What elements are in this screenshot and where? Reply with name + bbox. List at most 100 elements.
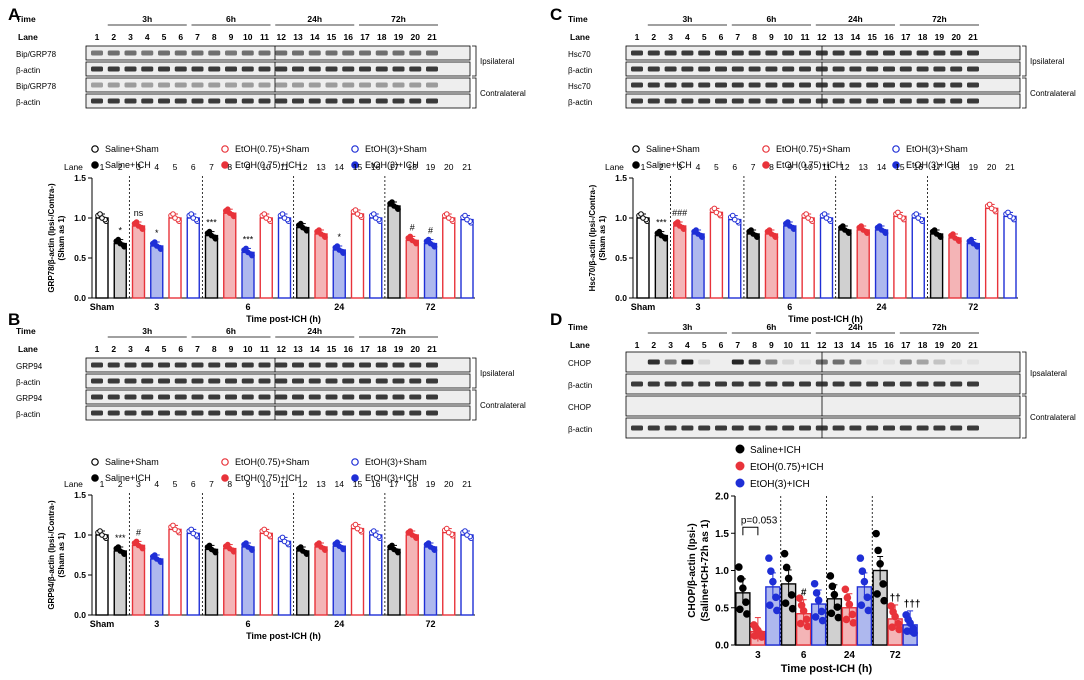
legend-label: Saline+Sham bbox=[105, 457, 159, 467]
legend-marker bbox=[351, 474, 359, 482]
significance-label: *** bbox=[115, 533, 126, 543]
blot-band bbox=[799, 98, 811, 104]
panel-letter-c: C bbox=[550, 5, 562, 24]
blot-band bbox=[647, 381, 660, 387]
blot-band bbox=[191, 378, 204, 384]
chart-lane-number: 15 bbox=[353, 479, 363, 489]
data-point bbox=[781, 599, 790, 607]
blot-band bbox=[141, 82, 154, 88]
lane-number: 13 bbox=[293, 32, 303, 42]
blot-band bbox=[275, 82, 288, 88]
lane-number: 5 bbox=[162, 344, 167, 354]
blot-band bbox=[765, 50, 778, 56]
chart-lane-number: 9 bbox=[246, 479, 251, 489]
lane-number: 20 bbox=[951, 32, 961, 42]
legend-marker bbox=[91, 458, 99, 466]
legend-marker bbox=[892, 145, 900, 153]
lane-number: 7 bbox=[195, 344, 200, 354]
data-point bbox=[318, 231, 324, 237]
lane-number: 16 bbox=[884, 340, 894, 350]
legend-label: EtOH(3)+Sham bbox=[365, 457, 427, 467]
data-point bbox=[743, 610, 751, 618]
blot-row-label: β-actin bbox=[16, 378, 40, 387]
data-point bbox=[336, 543, 343, 550]
blot-band bbox=[325, 378, 338, 384]
blot-band bbox=[950, 381, 963, 387]
chart-lane-number: 17 bbox=[389, 479, 399, 489]
blot-band bbox=[124, 378, 137, 384]
data-point bbox=[860, 577, 869, 586]
blot-band bbox=[174, 98, 187, 104]
bar-lane-5 bbox=[168, 217, 182, 299]
data-point bbox=[117, 240, 124, 247]
bar-lane-19 bbox=[423, 546, 438, 616]
blot-bracket bbox=[1022, 351, 1027, 395]
y-axis-label: GRP78/β-actin (Ipsi-/Contra-) bbox=[47, 183, 56, 293]
data-point bbox=[226, 210, 233, 216]
lane-number: 11 bbox=[801, 340, 810, 350]
blot-band bbox=[292, 410, 304, 416]
legend-label: Saline+ICH bbox=[105, 473, 151, 483]
blot-band bbox=[292, 50, 304, 56]
blot-row-label: Hsc70 bbox=[568, 82, 591, 91]
data-point bbox=[830, 590, 839, 599]
lane-number: 19 bbox=[394, 344, 404, 354]
chart-panel-b: Lane 1 2 3 4 5 6 7 8 9 10 11 12 13 14 15 16 17 18 19 20 210.0… bbox=[47, 479, 475, 641]
legend-label: EtOH(0.75)+Sham bbox=[235, 457, 309, 467]
lane-number: 15 bbox=[327, 32, 337, 42]
blot-band bbox=[174, 378, 187, 384]
chart-lane-number: 1 bbox=[100, 162, 105, 172]
data-point bbox=[788, 604, 797, 613]
chart-lane-number: 19 bbox=[426, 479, 436, 489]
data-point bbox=[863, 593, 872, 602]
bar-lane-18 bbox=[948, 237, 962, 299]
blot-band bbox=[950, 425, 963, 431]
lane-number: 14 bbox=[851, 32, 861, 42]
data-point bbox=[391, 203, 397, 209]
data-point bbox=[409, 532, 416, 538]
blot-band bbox=[698, 82, 711, 88]
chart-lane-number: 10 bbox=[262, 479, 272, 489]
lane-number: 9 bbox=[769, 32, 774, 42]
blot-band bbox=[967, 425, 979, 431]
blot-band bbox=[933, 359, 946, 365]
x-group-label: Sham bbox=[90, 619, 115, 629]
blot-band bbox=[208, 82, 221, 88]
data-point bbox=[874, 546, 882, 555]
data-point bbox=[849, 619, 858, 627]
lane-number: 13 bbox=[834, 340, 844, 350]
lane-number: 16 bbox=[884, 32, 894, 42]
blot-band bbox=[647, 359, 660, 365]
x-group-label: 3 bbox=[154, 619, 159, 629]
legend-marker bbox=[351, 161, 359, 169]
lane-number: 21 bbox=[968, 340, 978, 350]
data-point bbox=[135, 223, 142, 229]
y-tick-label: 0.0 bbox=[74, 610, 86, 620]
blot-band bbox=[799, 425, 811, 431]
blot-band bbox=[799, 50, 811, 56]
y-tick-label: 0.5 bbox=[74, 253, 86, 263]
bar-lane-17 bbox=[387, 548, 401, 616]
blot-lane-label: Lane bbox=[18, 32, 38, 42]
blot-band bbox=[967, 98, 979, 104]
significance-label: # bbox=[136, 527, 141, 537]
data-point bbox=[751, 632, 759, 640]
data-point bbox=[354, 525, 361, 532]
blot-band bbox=[107, 410, 120, 416]
bar-lane-11 bbox=[277, 217, 292, 299]
lane-number: 6 bbox=[719, 32, 724, 42]
data-point bbox=[787, 591, 796, 599]
blot-band bbox=[191, 362, 204, 368]
x-group-label: 6 bbox=[787, 302, 792, 312]
bar-lane-19 bbox=[423, 242, 438, 299]
blot-band bbox=[832, 425, 845, 431]
data-point bbox=[172, 526, 178, 533]
chart-lane-number: 8 bbox=[227, 162, 232, 172]
data-point bbox=[736, 605, 744, 614]
blot-band bbox=[883, 381, 895, 387]
blot-band bbox=[967, 381, 979, 387]
blot-band bbox=[225, 50, 237, 56]
data-point bbox=[245, 544, 251, 550]
blot-bracket bbox=[472, 45, 477, 77]
